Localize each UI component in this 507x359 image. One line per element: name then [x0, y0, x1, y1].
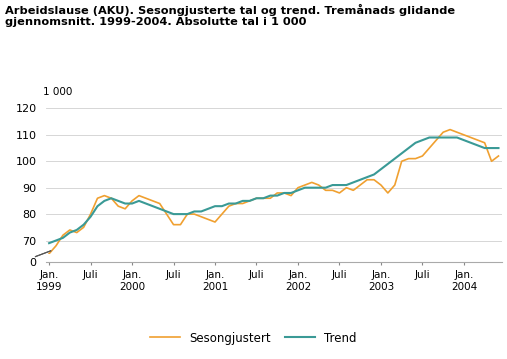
Sesongjustert: [447, 127, 453, 132]
Sesongjustert: [399, 159, 405, 163]
Trend: [46, 241, 52, 245]
Text: 1 000: 1 000: [43, 88, 73, 97]
Trend: [240, 199, 246, 203]
Trend: [157, 207, 163, 211]
Sesongjustert: [46, 252, 52, 256]
Text: Arbeidslause (AKU). Sesongjusterte tal og trend. Tremånads glidande
gjennomsnitt: Arbeidslause (AKU). Sesongjusterte tal o…: [5, 4, 455, 27]
Trend: [426, 135, 432, 140]
Trend: [468, 141, 474, 145]
Legend: Sesongjustert, Trend: Sesongjustert, Trend: [146, 327, 361, 350]
Sesongjustert: [240, 201, 246, 206]
Trend: [399, 151, 405, 155]
Trend: [185, 212, 191, 216]
Trend: [81, 223, 87, 227]
Sesongjustert: [495, 154, 501, 158]
Line: Trend: Trend: [49, 137, 498, 243]
Sesongjustert: [468, 135, 474, 140]
Trend: [495, 146, 501, 150]
Line: Sesongjustert: Sesongjustert: [49, 130, 498, 254]
Sesongjustert: [157, 201, 163, 206]
Sesongjustert: [185, 212, 191, 216]
Sesongjustert: [81, 225, 87, 229]
